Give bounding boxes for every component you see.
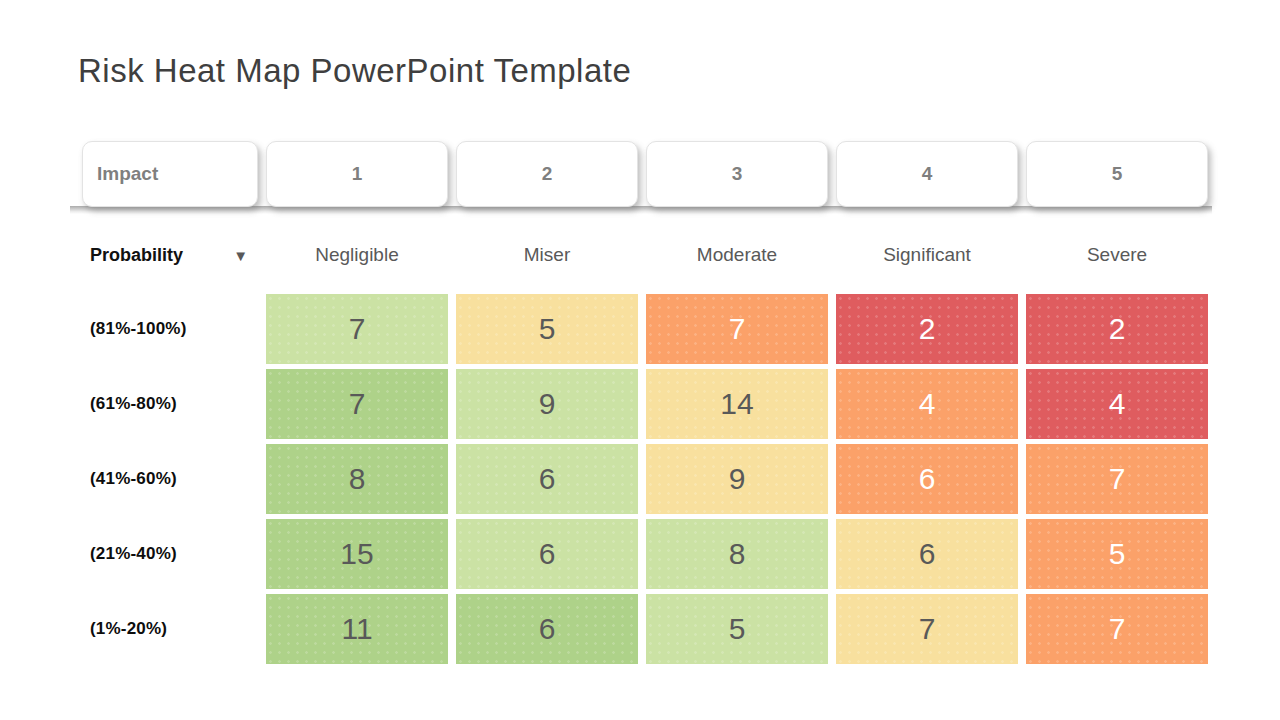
heat-cell: 8: [266, 444, 448, 514]
tab-shadow-divider: [70, 206, 1212, 214]
heat-cell: 7: [266, 294, 448, 364]
impact-level-negligible: Negligible: [266, 244, 448, 266]
row-label-61-80: (61%-80%): [82, 369, 258, 439]
heat-cell: 6: [836, 444, 1018, 514]
heat-cell: 11: [266, 594, 448, 664]
heat-cell: 6: [456, 594, 638, 664]
heat-cell: 9: [456, 369, 638, 439]
heatmap-grid: (81%-100%) 7 5 7 2 2 (61%-80%) 7 9 14 4 …: [82, 294, 1208, 664]
row-label-1-20: (1%-20%): [82, 594, 258, 664]
heat-cell: 4: [836, 369, 1018, 439]
row-label-81-100: (81%-100%): [82, 294, 258, 364]
heat-cell: 5: [646, 594, 828, 664]
heat-cell: 15: [266, 519, 448, 589]
tab-impact[interactable]: Impact: [82, 141, 258, 207]
heat-cell: 7: [266, 369, 448, 439]
impact-level-severe: Severe: [1026, 244, 1208, 266]
page-title: Risk Heat Map PowerPoint Template: [78, 52, 631, 90]
impact-tab-bar: Impact 1 2 3 4 5: [82, 141, 1208, 207]
impact-level-miser: Miser: [456, 244, 638, 266]
tab-impact-3[interactable]: 3: [646, 141, 828, 207]
column-header-row: Probability ▼ Negligible Miser Moderate …: [82, 232, 1208, 278]
tab-impact-5[interactable]: 5: [1026, 141, 1208, 207]
heat-cell: 7: [646, 294, 828, 364]
heat-cell: 2: [836, 294, 1018, 364]
tab-impact-2[interactable]: 2: [456, 141, 638, 207]
heat-cell: 6: [456, 444, 638, 514]
impact-level-moderate: Moderate: [646, 244, 828, 266]
heat-cell: 5: [456, 294, 638, 364]
heat-cell: 7: [836, 594, 1018, 664]
heat-cell: 6: [836, 519, 1018, 589]
heat-cell: 6: [456, 519, 638, 589]
heat-cell: 8: [646, 519, 828, 589]
heat-cell: 2: [1026, 294, 1208, 364]
tab-impact-1[interactable]: 1: [266, 141, 448, 207]
tab-impact-4[interactable]: 4: [836, 141, 1018, 207]
row-label-41-60: (41%-60%): [82, 444, 258, 514]
heat-cell: 9: [646, 444, 828, 514]
impact-level-significant: Significant: [836, 244, 1018, 266]
heat-cell: 5: [1026, 519, 1208, 589]
heat-cell: 4: [1026, 369, 1208, 439]
probability-label: Probability: [90, 245, 183, 266]
heat-cell: 7: [1026, 594, 1208, 664]
heat-cell: 14: [646, 369, 828, 439]
probability-dropdown[interactable]: Probability ▼: [82, 245, 258, 266]
heat-cell: 7: [1026, 444, 1208, 514]
slide: Risk Heat Map PowerPoint Template Impact…: [0, 0, 1280, 720]
triangle-down-icon: ▼: [233, 248, 248, 263]
row-label-21-40: (21%-40%): [82, 519, 258, 589]
